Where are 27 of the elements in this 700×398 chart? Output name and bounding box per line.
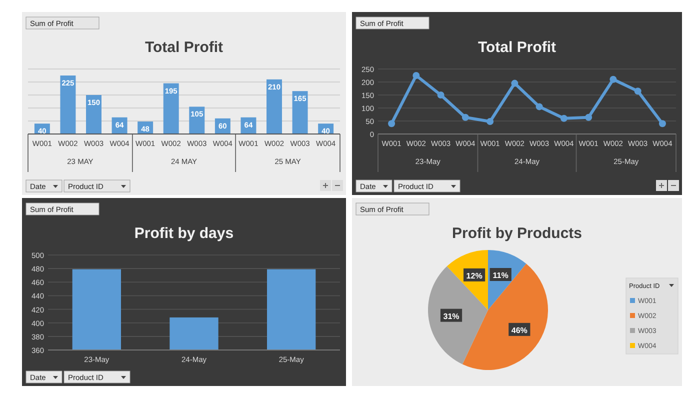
data-label: 12%: [466, 271, 482, 280]
chart-title: Total Profit: [478, 39, 556, 56]
point: [511, 80, 518, 87]
point: [610, 76, 617, 83]
data-label: 31%: [443, 312, 460, 321]
point: [412, 72, 420, 79]
point: [560, 114, 568, 122]
chart-title: Profit by Products: [452, 225, 582, 242]
data-label: 46%: [511, 326, 528, 335]
pie-slice: [462, 264, 548, 370]
point: [634, 88, 642, 95]
point: [585, 114, 592, 121]
bar: [60, 76, 76, 134]
pie-slice: [428, 266, 488, 364]
chart-title: Profit by days: [134, 225, 234, 242]
point: [658, 120, 666, 128]
bar: [163, 83, 179, 134]
point: [536, 103, 543, 110]
bar: [86, 95, 102, 134]
point: [437, 92, 444, 98]
bar: [292, 91, 308, 134]
chart-title: Total Profit: [144, 39, 224, 56]
point: [462, 114, 469, 121]
point: [388, 120, 396, 128]
data-label: 11%: [492, 271, 508, 280]
bar: [266, 79, 282, 134]
point: [486, 118, 494, 126]
